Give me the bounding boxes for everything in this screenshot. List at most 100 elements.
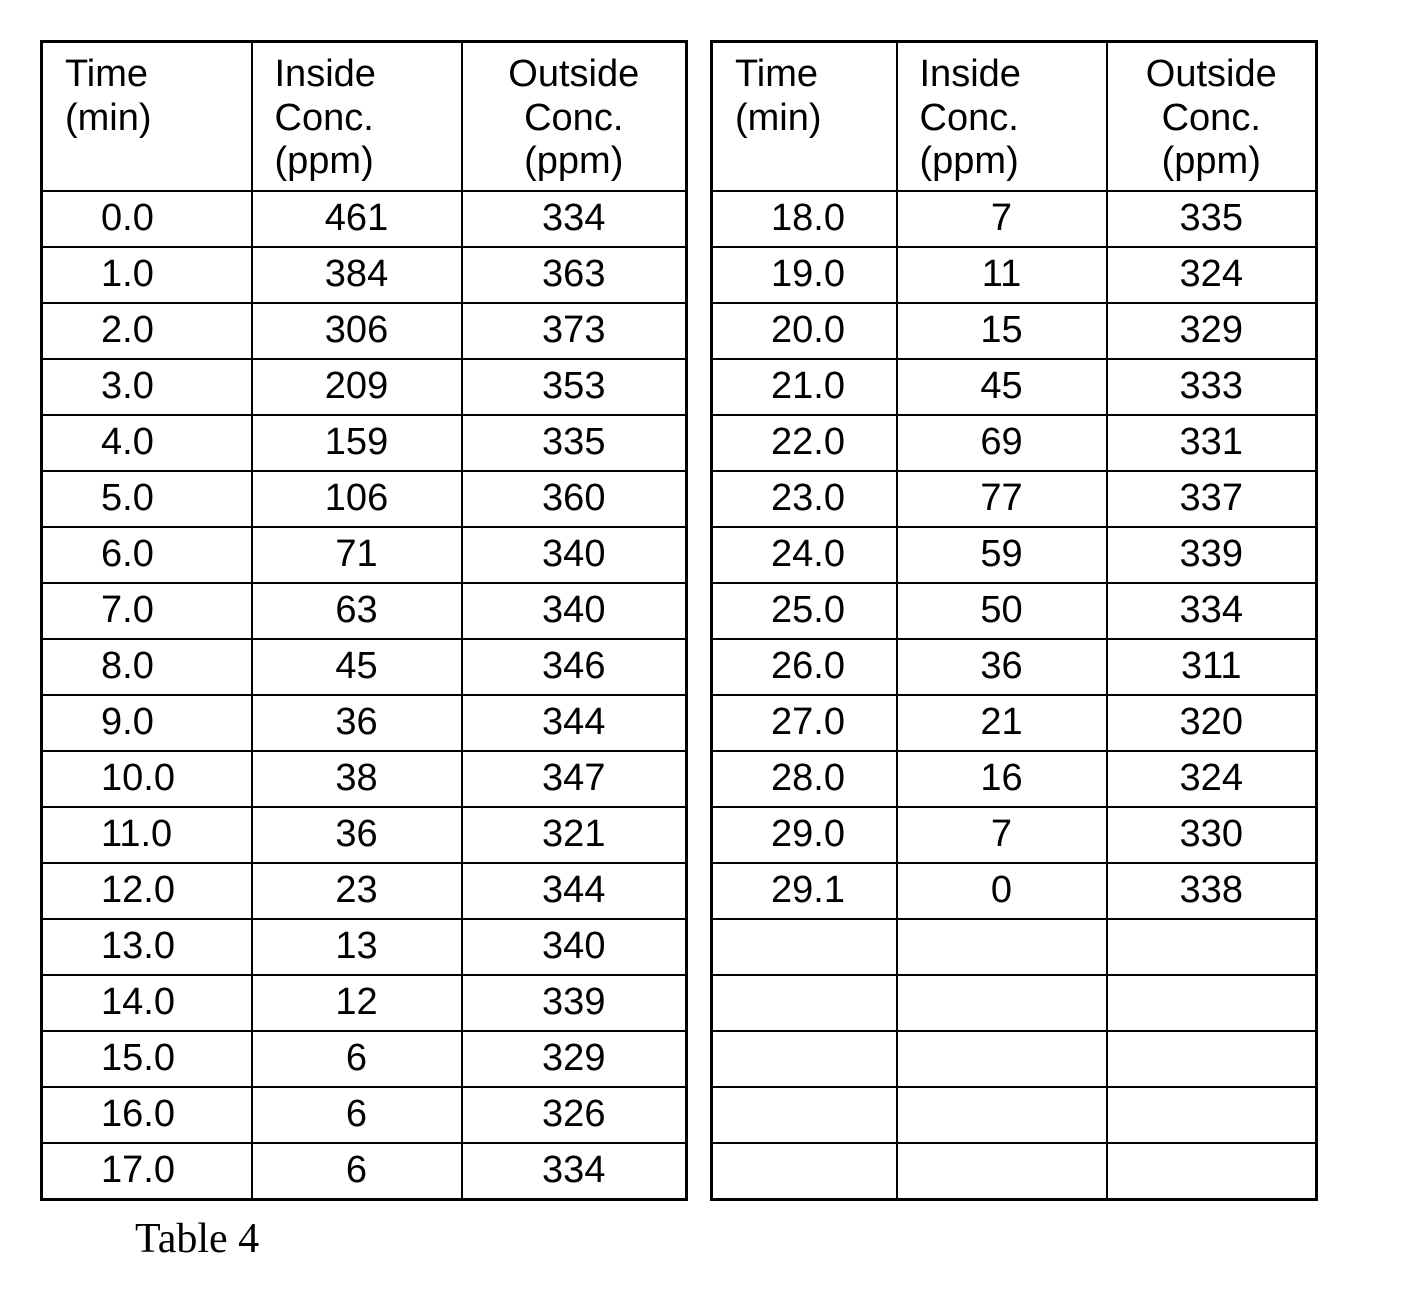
cell-inside: 159: [252, 415, 462, 471]
table-row: 25.050334: [712, 583, 1317, 639]
cell-outside: 338: [1107, 863, 1317, 919]
cell-outside: [1107, 1087, 1317, 1143]
table-row: 11.036321: [42, 807, 687, 863]
cell-time: 1.0: [42, 247, 252, 303]
cell-inside: [897, 1031, 1107, 1087]
table-row: 10.038347: [42, 751, 687, 807]
table-row: 3.0209353: [42, 359, 687, 415]
cell-outside: 344: [462, 863, 687, 919]
tables-wrap: Time(min) InsideConc.(ppm) OutsideConc.(…: [40, 40, 1379, 1201]
cell-inside: 12: [252, 975, 462, 1031]
table-row: 6.071340: [42, 527, 687, 583]
cell-outside: 320: [1107, 695, 1317, 751]
table-row: 26.036311: [712, 639, 1317, 695]
data-table-left: Time(min) InsideConc.(ppm) OutsideConc.(…: [40, 40, 688, 1201]
cell-time: 15.0: [42, 1031, 252, 1087]
table-row: 21.045333: [712, 359, 1317, 415]
cell-time: 22.0: [712, 415, 897, 471]
cell-time: [712, 919, 897, 975]
table-row: 1.0384363: [42, 247, 687, 303]
cell-time: 24.0: [712, 527, 897, 583]
cell-time: 21.0: [712, 359, 897, 415]
cell-inside: [897, 1087, 1107, 1143]
cell-inside: 106: [252, 471, 462, 527]
cell-time: 12.0: [42, 863, 252, 919]
cell-time: 3.0: [42, 359, 252, 415]
header-inside: InsideConc.(ppm): [897, 42, 1107, 192]
cell-inside: 15: [897, 303, 1107, 359]
table-row: 9.036344: [42, 695, 687, 751]
cell-inside: [897, 1143, 1107, 1199]
cell-inside: 63: [252, 583, 462, 639]
cell-outside: 334: [462, 1143, 687, 1199]
cell-inside: 45: [252, 639, 462, 695]
cell-inside: 59: [897, 527, 1107, 583]
cell-inside: 6: [252, 1087, 462, 1143]
cell-inside: 45: [897, 359, 1107, 415]
cell-time: 18.0: [712, 191, 897, 247]
cell-outside: [1107, 1143, 1317, 1199]
cell-time: 5.0: [42, 471, 252, 527]
cell-outside: [1107, 975, 1317, 1031]
table-row: 29.10338: [712, 863, 1317, 919]
cell-time: 10.0: [42, 751, 252, 807]
cell-time: 9.0: [42, 695, 252, 751]
table-row: 23.077337: [712, 471, 1317, 527]
cell-outside: 337: [1107, 471, 1317, 527]
data-table-right: Time(min) InsideConc.(ppm) OutsideConc.(…: [710, 40, 1318, 1201]
cell-time: [712, 975, 897, 1031]
table-caption: Table 4: [135, 1215, 1379, 1263]
table-row: 8.045346: [42, 639, 687, 695]
cell-inside: 11: [897, 247, 1107, 303]
table-row: [712, 975, 1317, 1031]
cell-inside: 71: [252, 527, 462, 583]
table-row: 4.0159335: [42, 415, 687, 471]
cell-time: 27.0: [712, 695, 897, 751]
cell-time: 25.0: [712, 583, 897, 639]
cell-inside: 209: [252, 359, 462, 415]
cell-outside: 334: [1107, 583, 1317, 639]
cell-time: 8.0: [42, 639, 252, 695]
cell-outside: 335: [1107, 191, 1317, 247]
cell-time: [712, 1087, 897, 1143]
cell-outside: 344: [462, 695, 687, 751]
cell-time: 26.0: [712, 639, 897, 695]
table-row: 29.07330: [712, 807, 1317, 863]
table-row: 18.07335: [712, 191, 1317, 247]
cell-inside: 306: [252, 303, 462, 359]
table-row: [712, 1143, 1317, 1199]
table-row: 24.059339: [712, 527, 1317, 583]
header-outside: OutsideConc.(ppm): [1107, 42, 1317, 192]
cell-outside: 329: [462, 1031, 687, 1087]
header-time: Time(min): [42, 42, 252, 192]
cell-inside: 36: [252, 807, 462, 863]
cell-outside: 346: [462, 639, 687, 695]
cell-time: 28.0: [712, 751, 897, 807]
cell-outside: 339: [1107, 527, 1317, 583]
table-body-left: 0.04613341.03843632.03063733.02093534.01…: [42, 191, 687, 1199]
cell-inside: 6: [252, 1031, 462, 1087]
cell-inside: [897, 975, 1107, 1031]
table-row: 17.06334: [42, 1143, 687, 1199]
cell-outside: 329: [1107, 303, 1317, 359]
table-row: 12.023344: [42, 863, 687, 919]
cell-outside: 326: [462, 1087, 687, 1143]
cell-outside: 334: [462, 191, 687, 247]
cell-time: 16.0: [42, 1087, 252, 1143]
cell-inside: 23: [252, 863, 462, 919]
cell-outside: 330: [1107, 807, 1317, 863]
table-row: [712, 919, 1317, 975]
cell-time: 7.0: [42, 583, 252, 639]
cell-time: 20.0: [712, 303, 897, 359]
cell-inside: 36: [252, 695, 462, 751]
cell-inside: 50: [897, 583, 1107, 639]
cell-inside: 77: [897, 471, 1107, 527]
cell-outside: 340: [462, 527, 687, 583]
table-row: 5.0106360: [42, 471, 687, 527]
cell-outside: 360: [462, 471, 687, 527]
cell-inside: 21: [897, 695, 1107, 751]
table-row: 0.0461334: [42, 191, 687, 247]
cell-outside: 353: [462, 359, 687, 415]
cell-outside: 324: [1107, 751, 1317, 807]
cell-time: 17.0: [42, 1143, 252, 1199]
